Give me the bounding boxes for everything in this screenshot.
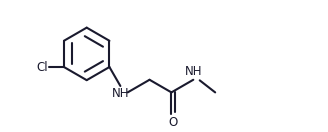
Text: NH: NH	[112, 87, 130, 100]
Text: Cl: Cl	[36, 61, 48, 74]
Text: O: O	[169, 116, 178, 129]
Text: NH: NH	[185, 65, 202, 78]
